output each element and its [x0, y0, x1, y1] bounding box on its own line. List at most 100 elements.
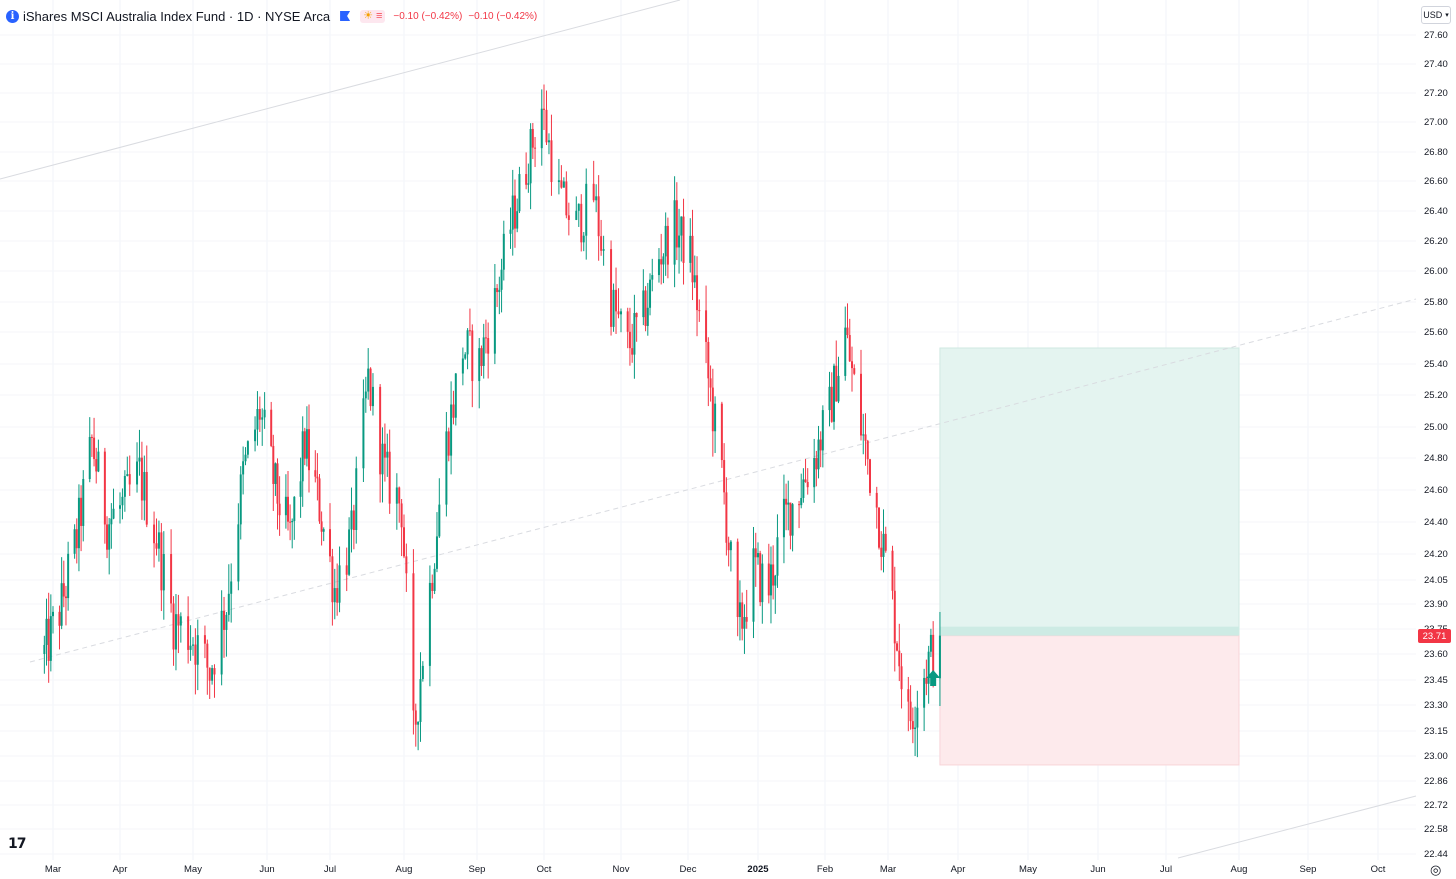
candle: [316, 453, 319, 501]
tradingview-logo-icon[interactable]: 17: [8, 836, 27, 852]
candle: [395, 473, 398, 530]
price-tick-label: 22.86: [1424, 776, 1448, 787]
candle: [738, 580, 741, 641]
candle: [516, 198, 519, 233]
candle: [664, 212, 667, 276]
time-tick-label: Dec: [680, 864, 697, 875]
candle: [884, 526, 887, 553]
price-tick-label: 26.80: [1424, 147, 1448, 158]
time-tick-label: Sep: [469, 864, 486, 875]
candle: [352, 504, 355, 550]
candle: [223, 596, 226, 658]
candle: [785, 483, 788, 531]
settings-icon[interactable]: ◎: [1430, 862, 1442, 877]
candle: [338, 546, 341, 613]
candle: [837, 356, 840, 404]
candle: [635, 312, 638, 342]
candle: [333, 568, 336, 620]
candle: [705, 285, 708, 364]
candle: [673, 176, 676, 288]
candle: [258, 396, 261, 432]
candle: [900, 653, 903, 709]
candle: [95, 447, 98, 484]
candle: [381, 427, 384, 503]
candle: [860, 349, 862, 441]
candle: [680, 216, 683, 262]
symbol-legend[interactable]: i iShares MSCI Australia Index Fund · 1D…: [6, 6, 537, 26]
candle: [112, 488, 115, 520]
symbol-title[interactable]: iShares MSCI Australia Index Fund · 1D ·…: [23, 8, 331, 24]
candle: [761, 554, 764, 624]
candle: [480, 345, 483, 376]
candle: [276, 458, 279, 530]
session-badge[interactable]: ☀ ≡: [360, 9, 386, 23]
candle: [225, 612, 228, 657]
candle: [367, 348, 370, 400]
candle: [597, 175, 600, 261]
candle: [817, 425, 820, 479]
candle: [787, 480, 790, 531]
candle: [534, 137, 537, 168]
candle: [907, 676, 910, 732]
candle: [227, 564, 230, 622]
candle: [896, 641, 899, 652]
candle: [274, 462, 277, 496]
loss-zone: [939, 635, 1240, 766]
candle: [567, 202, 570, 236]
candle: [678, 208, 681, 274]
candle: [691, 209, 694, 301]
candle: [386, 433, 389, 477]
candle: [631, 323, 634, 363]
price-tick-label: 23.30: [1424, 700, 1448, 711]
candle: [693, 255, 696, 289]
candle: [806, 468, 809, 495]
candle: [52, 606, 54, 634]
candle: [529, 123, 532, 210]
candle: [729, 540, 732, 572]
candle: [478, 337, 481, 409]
candle: [898, 623, 901, 682]
candle: [862, 413, 865, 455]
candle: [649, 273, 652, 316]
candle: [774, 574, 777, 614]
currency-selector[interactable]: USD ▾: [1421, 6, 1451, 24]
candle: [348, 517, 351, 577]
candle: [192, 637, 194, 656]
candle: [745, 589, 748, 629]
candle: [815, 450, 818, 487]
candle: [73, 524, 76, 559]
candlestick-series: [43, 84, 941, 758]
candle: [371, 373, 374, 416]
candle: [60, 557, 63, 630]
candle: [644, 286, 647, 332]
info-icon[interactable]: i: [6, 9, 19, 23]
price-tick-label: 23.15: [1424, 726, 1448, 737]
candle: [49, 594, 52, 672]
candle: [736, 538, 739, 637]
candle: [585, 168, 588, 260]
price-tick-label: 25.20: [1424, 390, 1448, 401]
candle: [633, 294, 636, 379]
candle: [364, 376, 367, 413]
candle: [289, 504, 292, 541]
candle: [322, 527, 325, 542]
price-tick-label: 24.80: [1424, 453, 1448, 464]
chevron-down-icon: ▾: [1445, 12, 1449, 19]
candle: [140, 441, 143, 520]
price-tick-label: 25.60: [1424, 327, 1448, 338]
candle: [754, 532, 757, 587]
candle: [211, 665, 214, 685]
candle: [157, 520, 160, 562]
time-tick-label: May: [184, 864, 202, 875]
candle: [80, 485, 83, 552]
flag-icon[interactable]: [340, 11, 351, 21]
candle: [657, 248, 660, 283]
candle: [804, 458, 807, 483]
price-tick-label: 24.60: [1424, 485, 1448, 496]
candle: [707, 337, 710, 407]
candle: [914, 706, 917, 757]
candle: [331, 548, 334, 626]
candle: [527, 163, 530, 193]
candle: [482, 323, 485, 379]
